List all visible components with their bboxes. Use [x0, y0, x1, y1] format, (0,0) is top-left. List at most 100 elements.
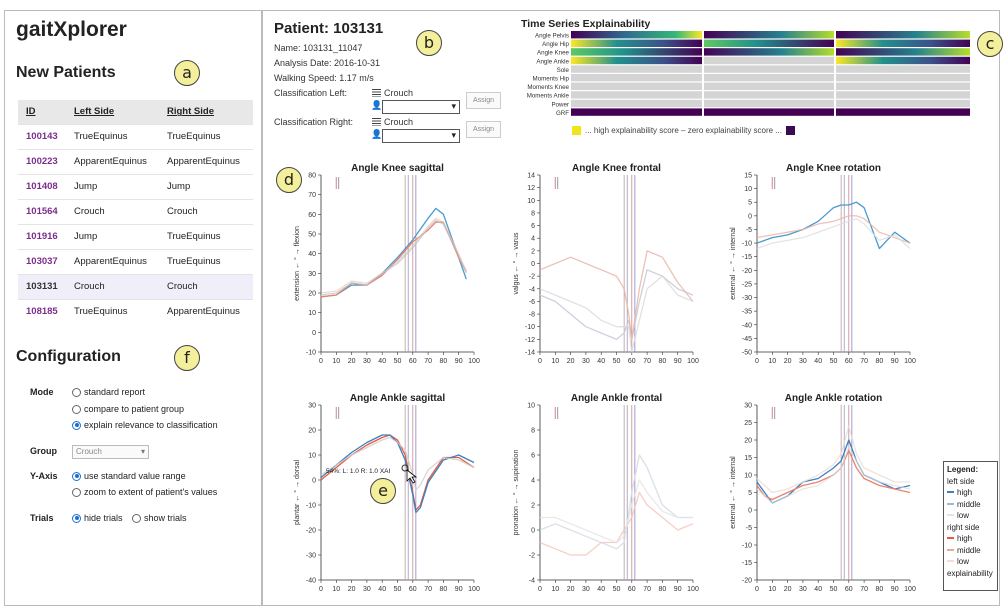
radio-icon[interactable]	[72, 404, 81, 414]
y-tick-label: 40	[308, 251, 316, 258]
table-row[interactable]: 100223 ApparentEquinus ApparentEquinus	[18, 148, 253, 174]
y-tick-label: 70	[308, 192, 316, 199]
zero-score-swatch	[786, 126, 795, 135]
right-side-cell: Crouch	[159, 273, 253, 299]
configuration-title: Configuration	[16, 348, 121, 365]
series-line	[540, 479, 693, 544]
patient-id-cell[interactable]: 101408	[18, 173, 66, 199]
x-tick-label: 40	[378, 586, 386, 593]
series-line	[756, 439, 911, 504]
column-header-left-side[interactable]: Left Side	[66, 100, 159, 124]
patient-id-cell[interactable]: 100143	[18, 123, 66, 149]
patient-id-cell[interactable]: 103037	[18, 248, 66, 274]
x-tick-label: 0	[319, 358, 323, 365]
heatmap-cell[interactable]	[571, 31, 702, 39]
group-select[interactable]: Crouch	[72, 445, 149, 459]
heatmap-cell[interactable]	[836, 74, 970, 82]
heatmap-cell[interactable]	[836, 48, 970, 56]
hover-point[interactable]	[401, 464, 409, 472]
heatmap-cell[interactable]	[836, 39, 970, 47]
table-row[interactable]: 101408 Jump Jump	[18, 173, 253, 199]
classification-right-label: Classification Right:	[274, 117, 354, 127]
patient-id-cell[interactable]: 108185	[18, 298, 66, 324]
x-tick-label: 80	[440, 586, 448, 593]
heatmap-cell[interactable]	[571, 65, 702, 73]
radio-icon[interactable]	[72, 387, 81, 397]
heatmap-cell[interactable]	[836, 108, 970, 116]
series-line	[756, 201, 911, 250]
y-axis-label: plantar ← ° → dorsal	[293, 460, 301, 525]
heatmap-cell[interactable]	[704, 65, 834, 73]
patient-id-cell[interactable]: 100223	[18, 148, 66, 174]
x-tick-label: 40	[378, 358, 386, 365]
heatmap-cell[interactable]	[836, 91, 970, 99]
y-axis-option-standard[interactable]: use standard value range	[72, 471, 186, 481]
series-line	[320, 436, 475, 491]
series-line	[756, 446, 911, 504]
column-header-id[interactable]: ID	[18, 100, 66, 124]
column-header-right-side[interactable]: Right Side	[159, 100, 253, 124]
radio-icon[interactable]	[72, 487, 81, 497]
heatmap-cell[interactable]	[704, 39, 834, 47]
heatmap-cell[interactable]	[836, 99, 970, 108]
heatmap-cell[interactable]	[571, 48, 702, 56]
heatmap-cell[interactable]	[836, 82, 970, 90]
time-series-legend: ... high explainability score – zero exp…	[572, 126, 795, 135]
assign-right-button[interactable]: Assign	[466, 121, 501, 138]
y-tick-label: 15	[744, 173, 752, 180]
table-row[interactable]: 101916 Jump TrueEquinus	[18, 223, 253, 249]
classification-right-select[interactable]	[382, 129, 460, 143]
patient-id-cell[interactable]: 101916	[18, 223, 66, 249]
radio-selected-icon[interactable]	[72, 513, 81, 523]
trials-option-show[interactable]: show trials	[132, 513, 187, 523]
trials-option-hide[interactable]: hide trials	[72, 513, 123, 523]
radio-selected-icon[interactable]	[72, 471, 81, 481]
table-row[interactable]: 100143 TrueEquinus TrueEquinus	[18, 123, 253, 149]
patient-id-cell[interactable]: 103131	[18, 273, 66, 299]
mode-option-explain-relevance[interactable]: explain relevance to classification	[72, 420, 218, 430]
table-row[interactable]: 101564 Crouch Crouch	[18, 198, 253, 224]
heatmap-cell[interactable]	[704, 56, 834, 65]
heatmap-cell[interactable]	[704, 31, 834, 39]
table-row[interactable]: 103037 ApparentEquinus TrueEquinus	[18, 248, 253, 274]
heatmap-cell[interactable]	[571, 74, 702, 82]
mode-option-label: explain relevance to classification	[84, 420, 218, 430]
y-tick-label: 30	[744, 403, 752, 410]
y-axis-option-zoom[interactable]: zoom to extent of patient's values	[72, 487, 217, 497]
y-tick-label: 10	[527, 198, 535, 205]
series-line	[320, 221, 467, 298]
heatmap-row-label: Angle Knee	[537, 50, 570, 57]
x-tick-label: 50	[394, 358, 402, 365]
heatmap-cell[interactable]	[571, 56, 702, 65]
table-row[interactable]: 108185 TrueEquinus ApparentEquinus	[18, 298, 253, 324]
heatmap-cell[interactable]	[571, 99, 702, 108]
heatmap-cell[interactable]	[704, 99, 834, 108]
radio-icon[interactable]	[132, 513, 141, 523]
y-tick-label: -10	[525, 324, 535, 331]
heatmap-cell[interactable]	[836, 65, 970, 73]
heatmap-cell[interactable]	[704, 108, 834, 116]
heatmap-cell[interactable]	[704, 74, 834, 82]
patient-id-cell[interactable]: 101564	[18, 198, 66, 224]
y-tick-label: -2	[529, 274, 535, 281]
y-tick-label: 8	[531, 428, 535, 435]
table-row[interactable]: 103131 Crouch Crouch	[18, 273, 253, 299]
heatmap-cell[interactable]	[836, 31, 970, 39]
heatmap-cell[interactable]	[704, 48, 834, 56]
heatmap-cell[interactable]	[571, 91, 702, 99]
heatmap-cell[interactable]	[704, 82, 834, 90]
classification-right-value: Crouch	[372, 117, 413, 127]
mode-option-standard-report[interactable]: standard report	[72, 387, 145, 397]
mode-option-compare-group[interactable]: compare to patient group	[72, 404, 184, 414]
assign-left-button[interactable]: Assign	[466, 92, 501, 109]
x-tick-label: 100	[468, 586, 480, 593]
heatmap-cell[interactable]	[571, 108, 702, 116]
heatmap-cell[interactable]	[836, 56, 970, 65]
radio-selected-icon[interactable]	[72, 420, 81, 430]
classification-left-label: Classification Left:	[274, 88, 348, 98]
heatmap-cell[interactable]	[571, 82, 702, 90]
classification-left-select[interactable]	[382, 100, 460, 114]
heatmap-cell[interactable]	[571, 39, 702, 47]
heatmap-cell[interactable]	[704, 91, 834, 99]
